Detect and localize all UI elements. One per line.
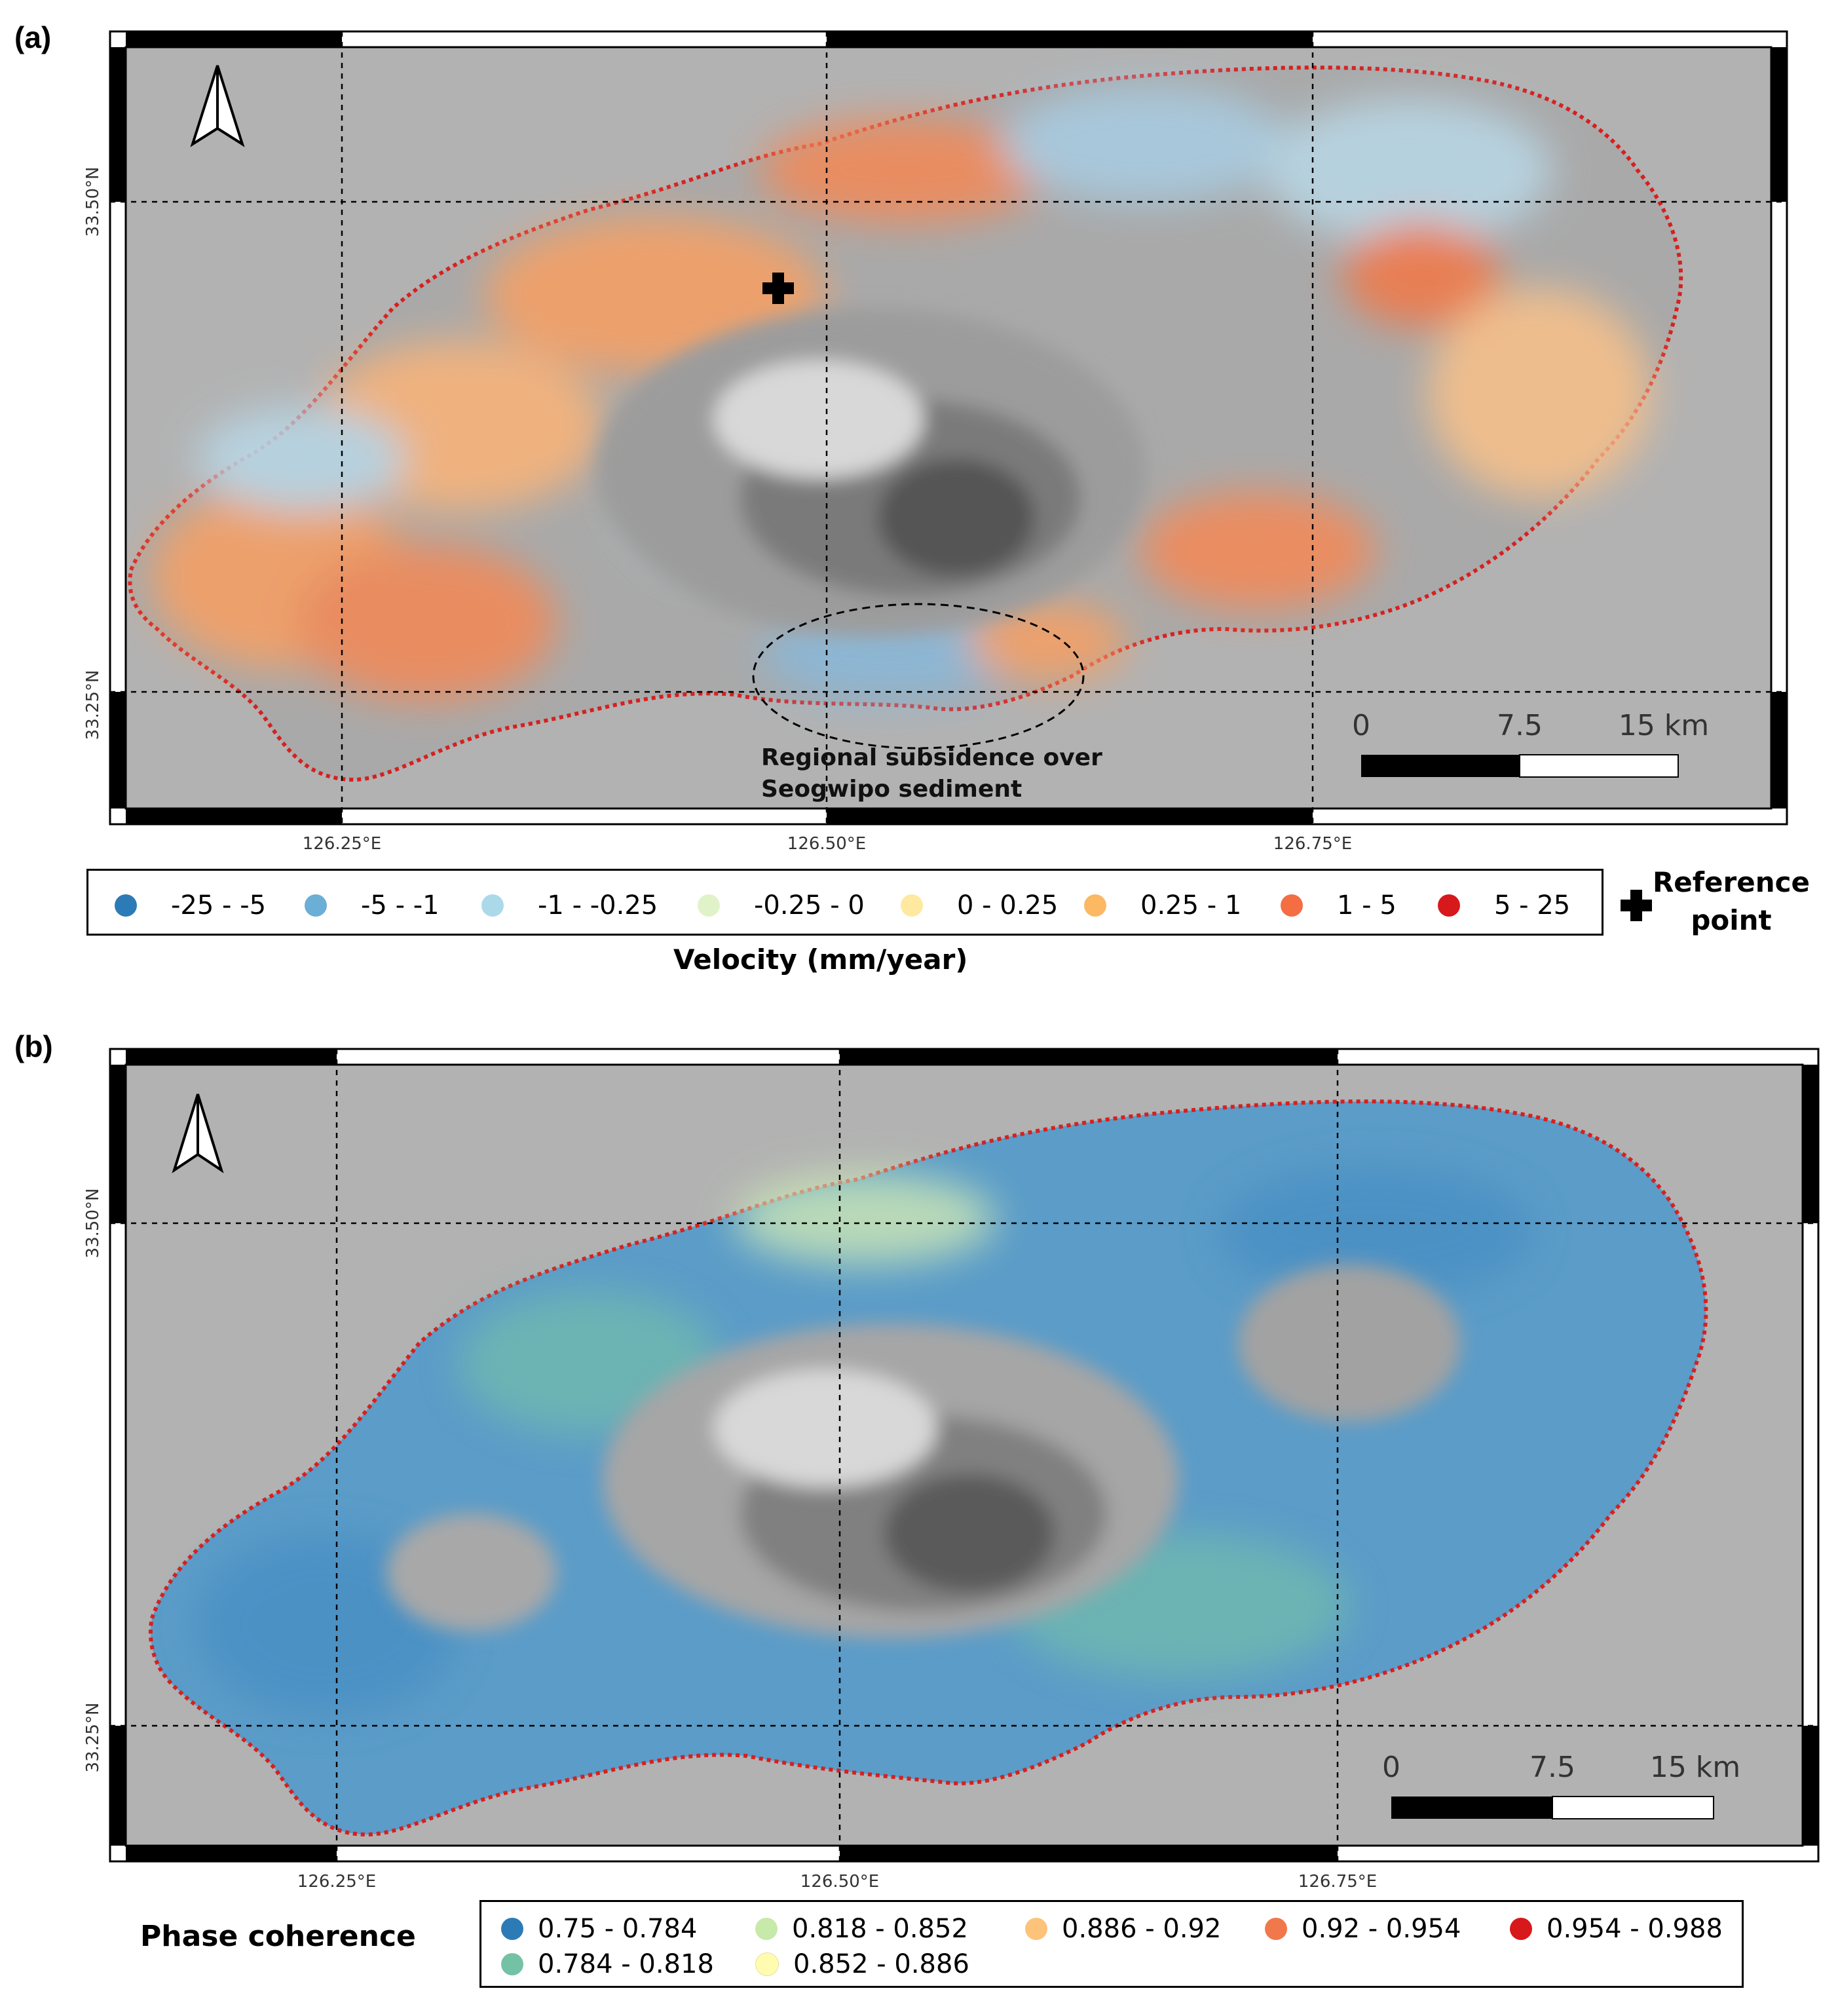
reference-line-1: Reference	[1652, 866, 1810, 898]
legend-swatch	[1438, 894, 1460, 917]
map-a: 0 7.5 15 km Regional subsidence over Seo…	[83, 30, 1788, 854]
north-arrow-icon	[190, 65, 245, 147]
north-arrow-icon	[172, 1094, 224, 1173]
legend-label: 0.852 - 0.886	[793, 1949, 969, 1979]
subsidence-ellipse	[752, 603, 1085, 750]
legend-item: 0.25 - 1	[1084, 890, 1241, 921]
annotation-line-1: Regional subsidence over	[761, 744, 1102, 771]
legend-item: 0.886 - 0.92	[1025, 1914, 1221, 1944]
legend-swatch	[901, 894, 923, 917]
legend-item: 0.92 - 0.954	[1265, 1914, 1461, 1944]
legend-swatch	[1281, 894, 1303, 917]
legend-item: 0.852 - 0.886	[755, 1949, 969, 1979]
legend-label: 0.92 - 0.954	[1302, 1914, 1461, 1944]
lon-tick-b-2: 126.50°E	[800, 1872, 879, 1892]
legend-item: 5 - 25	[1438, 890, 1570, 921]
legend-item: 0 - 0.25	[901, 890, 1058, 921]
lat-tick-b-1: 33.50°N	[83, 1189, 103, 1259]
legend-label: 5 - 25	[1494, 890, 1571, 921]
legend-swatch	[115, 894, 137, 917]
coherence-legend: 0.75 - 0.784 0.818 - 0.852 0.886 - 0.92 …	[479, 1900, 1744, 1988]
panel-a-label: (a)	[14, 20, 52, 54]
legend-swatch	[755, 1952, 779, 1976]
legend-swatch	[501, 1918, 523, 1940]
legend-swatch	[755, 1918, 778, 1940]
legend-label: 0.784 - 0.818	[538, 1949, 714, 1979]
legend-swatch	[305, 894, 327, 917]
legend-label: -25 - -5	[171, 890, 267, 921]
legend-label: 0.886 - 0.92	[1062, 1914, 1222, 1944]
lon-tick-b-3: 126.75°E	[1298, 1872, 1377, 1892]
annotation-line-2: Seogwipo sediment	[761, 776, 1022, 803]
legend-item: 0.784 - 0.818	[501, 1949, 714, 1979]
scale-label-mid: 7.5	[1497, 709, 1543, 742]
lat-tick-a-1: 33.50°N	[83, 167, 103, 237]
legend-item: 0.954 - 0.988	[1510, 1914, 1723, 1944]
reference-cross-icon	[1621, 890, 1652, 921]
lon-tick-a-3: 126.75°E	[1273, 834, 1352, 854]
coherence-legend-title: Phase coherence	[140, 1920, 416, 1953]
lat-tick-a-2: 33.25°N	[83, 670, 103, 740]
lat-tick-b-2: 33.25°N	[83, 1703, 103, 1773]
scale-label-0: 0	[1352, 709, 1370, 742]
legend-label: 0.954 - 0.988	[1547, 1914, 1723, 1944]
scale-label-0: 0	[1382, 1751, 1400, 1784]
velocity-legend: -25 - -5 -5 - -1 -1 - -0.25 -0.25 - 0 0 …	[86, 869, 1604, 936]
reference-point-label: Reference point	[1649, 864, 1813, 940]
legend-swatch	[1265, 1918, 1287, 1940]
scale-label-end: 15 km	[1650, 1751, 1740, 1784]
panel-b-label: (b)	[14, 1029, 53, 1063]
legend-label: -1 - -0.25	[538, 890, 658, 921]
legend-item: -1 - -0.25	[481, 890, 658, 921]
lon-tick-a-1: 126.25°E	[303, 834, 381, 854]
legend-item: -25 - -5	[115, 890, 266, 921]
scale-label-end: 15 km	[1619, 709, 1709, 742]
legend-item: 1 - 5	[1281, 890, 1397, 921]
legend-item: -0.25 - 0	[698, 890, 865, 921]
map-b: 0 7.5 15 km 126.25°E 126.50°E 126.75°E 3…	[83, 1048, 1820, 1892]
legend-label: -5 - -1	[361, 890, 440, 921]
legend-swatch	[501, 1953, 523, 1975]
scale-bar-a: 0 7.5 15 km	[1352, 709, 1709, 778]
scale-label-mid: 7.5	[1529, 1751, 1575, 1784]
legend-label: 0.25 - 1	[1140, 890, 1242, 921]
legend-swatch	[1510, 1918, 1532, 1940]
legend-item: 0.75 - 0.784	[501, 1914, 697, 1944]
legend-item: 0.818 - 0.852	[755, 1914, 968, 1944]
lon-tick-a-2: 126.50°E	[787, 834, 866, 854]
velocity-legend-title: Velocity (mm/year)	[673, 943, 968, 976]
legend-label: -0.25 - 0	[754, 890, 865, 921]
reference-cross-icon	[762, 273, 794, 304]
scale-bar-b: 0 7.5 15 km	[1382, 1751, 1740, 1819]
legend-label: 0.818 - 0.852	[792, 1914, 968, 1944]
legend-swatch	[1025, 1918, 1047, 1940]
reference-line-2: point	[1691, 904, 1772, 936]
legend-label: 0 - 0.25	[957, 890, 1059, 921]
legend-swatch	[698, 894, 720, 917]
legend-item: -5 - -1	[305, 890, 440, 921]
legend-label: 0.75 - 0.784	[538, 1914, 698, 1944]
lon-tick-b-1: 126.25°E	[297, 1872, 376, 1892]
legend-swatch	[481, 894, 504, 917]
legend-label: 1 - 5	[1337, 890, 1397, 921]
legend-swatch	[1084, 894, 1106, 917]
